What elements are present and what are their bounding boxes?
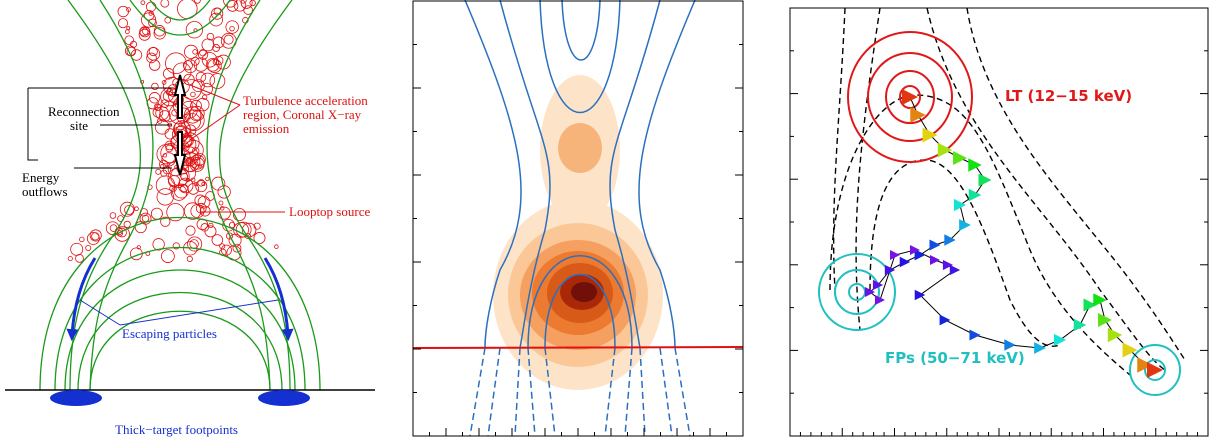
path [870, 97, 1155, 370]
particle [125, 30, 129, 34]
label: Looptop source [289, 204, 370, 219]
particle [250, 0, 255, 5]
label: Energyoutflows [22, 170, 68, 199]
particle [87, 232, 99, 244]
label: LT (12−15 keV) [1005, 87, 1132, 105]
label: Reconnectionsite [48, 104, 120, 133]
particle [201, 73, 215, 87]
trajectory-marker [890, 250, 900, 260]
particle [71, 243, 83, 255]
label: Thick−target footpoints [115, 422, 238, 437]
trajectory-marker [954, 199, 966, 211]
particle [157, 189, 174, 206]
particle [161, 0, 169, 7]
particle [161, 170, 167, 176]
label: Energy [22, 170, 60, 185]
particle [135, 207, 139, 211]
label: Escaping particles [122, 326, 217, 341]
particle [68, 257, 72, 261]
particle [193, 50, 198, 55]
particle [195, 195, 206, 206]
particle [161, 250, 174, 263]
label: Turbulence acceleration [243, 93, 368, 108]
trajectory-marker [1098, 313, 1112, 327]
label: site [70, 118, 88, 133]
particle [186, 226, 195, 235]
label: FPs (50−71 keV) [885, 349, 1025, 367]
trajectory-marker [902, 89, 918, 105]
trajectory-marker [969, 189, 982, 202]
trajectory-marker [968, 158, 981, 171]
particle [220, 244, 225, 249]
particle [80, 237, 85, 242]
particle [190, 240, 199, 249]
particle [224, 35, 233, 44]
trajectory-marker [979, 174, 992, 187]
particle [202, 39, 214, 51]
particle [191, 92, 196, 97]
trajectory-marker [929, 239, 940, 250]
trajectory-marker [959, 219, 971, 231]
trajectory-marker [940, 315, 951, 326]
particle [146, 2, 156, 12]
trajectory-panel: LT (12−15 keV) FPs (50−71 keV) [790, 8, 1208, 436]
trajectory-marker [900, 257, 911, 268]
trajectory [865, 89, 1163, 378]
particle [110, 213, 116, 219]
particle [151, 208, 162, 219]
particle [213, 37, 224, 48]
trajectory-marker [950, 265, 960, 275]
particle [275, 245, 279, 249]
particle [86, 245, 91, 250]
particle [206, 177, 209, 180]
trajectory-marker [930, 255, 940, 265]
particle [92, 233, 99, 240]
particle [76, 254, 84, 262]
trajectory-marker [938, 143, 952, 157]
particle [219, 201, 223, 205]
particle [214, 8, 221, 15]
particle [118, 19, 127, 28]
particle [221, 245, 231, 255]
particle [233, 208, 245, 220]
particle [226, 21, 239, 34]
trajectory-marker [969, 329, 980, 340]
particle [152, 83, 159, 90]
figure: Reconnectionsite Energyoutflows Turbulen… [0, 0, 1215, 438]
particle [141, 1, 145, 5]
particle [184, 45, 197, 58]
particle [187, 256, 192, 261]
trajectory-marker [1147, 362, 1163, 378]
trajectory-marker [1054, 334, 1066, 346]
image-panel [413, 0, 743, 436]
trajectory-marker [953, 151, 967, 165]
particle [230, 26, 235, 31]
particle [124, 221, 130, 227]
particle [127, 27, 130, 30]
label: Reconnection [48, 104, 120, 119]
trajectory-marker [910, 107, 925, 122]
label: outflows [22, 184, 68, 199]
label: region, Coronal X−ray [243, 107, 362, 122]
particle [125, 36, 134, 45]
trajectory-marker [1074, 319, 1087, 332]
label: emission [243, 121, 290, 136]
particle [118, 6, 129, 17]
particle [156, 169, 161, 174]
particle [149, 47, 157, 55]
trajectory-marker [875, 295, 885, 305]
